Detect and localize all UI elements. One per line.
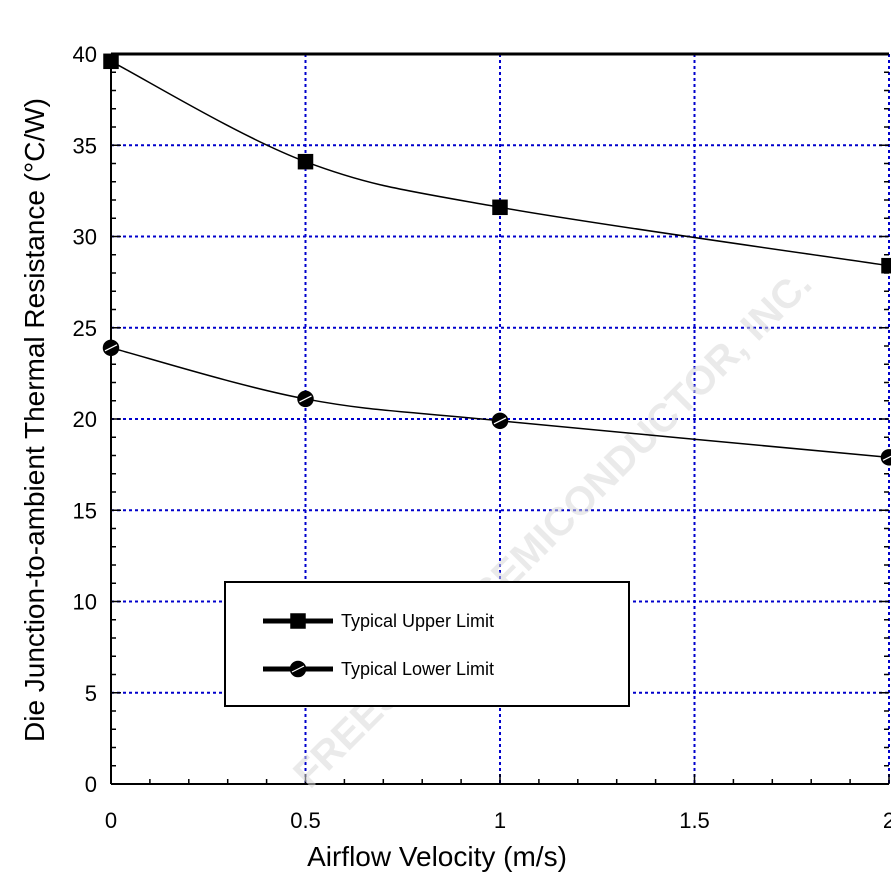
data-point-square xyxy=(297,153,314,170)
x-tick-label: 0 xyxy=(105,808,117,833)
legend-marker xyxy=(290,613,306,629)
data-point-circle xyxy=(880,449,891,466)
data-point-circle-highlight xyxy=(493,417,507,425)
x-tick-label: 0.5 xyxy=(290,808,321,833)
x-axis-label: Airflow Velocity (m/s) xyxy=(307,841,567,872)
y-tick-label: 0 xyxy=(85,772,97,797)
y-tick-label: 40 xyxy=(73,42,97,67)
legend-marker-highlight xyxy=(291,665,305,673)
series-lower-limit xyxy=(102,339,891,466)
y-tick-label: 15 xyxy=(73,498,97,523)
legend: Typical Upper Limit Typical Lower Limit xyxy=(224,581,630,707)
data-point-square xyxy=(492,199,508,216)
series-line xyxy=(110,60,890,267)
legend-box xyxy=(224,581,630,707)
y-tick-label: 20 xyxy=(73,407,97,432)
y-tick-label: 30 xyxy=(73,225,97,250)
y-tick-label: 5 xyxy=(85,681,97,706)
data-point-circle-highlight xyxy=(299,395,312,403)
legend-label: Typical Lower Limit xyxy=(341,659,494,679)
y-axis-label: Die Junction-to-ambient Thermal Resistan… xyxy=(19,98,50,742)
data-point-square xyxy=(103,53,119,70)
data-point-circle-highlight xyxy=(882,455,891,461)
y-tick-label: 25 xyxy=(73,316,97,341)
axis-ticks xyxy=(110,53,890,785)
watermark: FREESCALE SEMICONDUCTOR, INC. xyxy=(285,261,820,796)
y-tick-label: 10 xyxy=(73,590,97,615)
legend-label: Typical Upper Limit xyxy=(341,611,494,631)
series-line xyxy=(110,347,890,459)
x-tick-label: 1 xyxy=(494,808,506,833)
x-tick-label: 2 xyxy=(883,808,891,833)
data-point-circle-highlight xyxy=(104,344,118,352)
data-point-square xyxy=(881,257,891,274)
series-layer xyxy=(102,53,891,466)
x-tick-label: 1.5 xyxy=(679,808,710,833)
series-upper-limit xyxy=(103,53,891,274)
y-tick-label: 35 xyxy=(73,133,97,158)
